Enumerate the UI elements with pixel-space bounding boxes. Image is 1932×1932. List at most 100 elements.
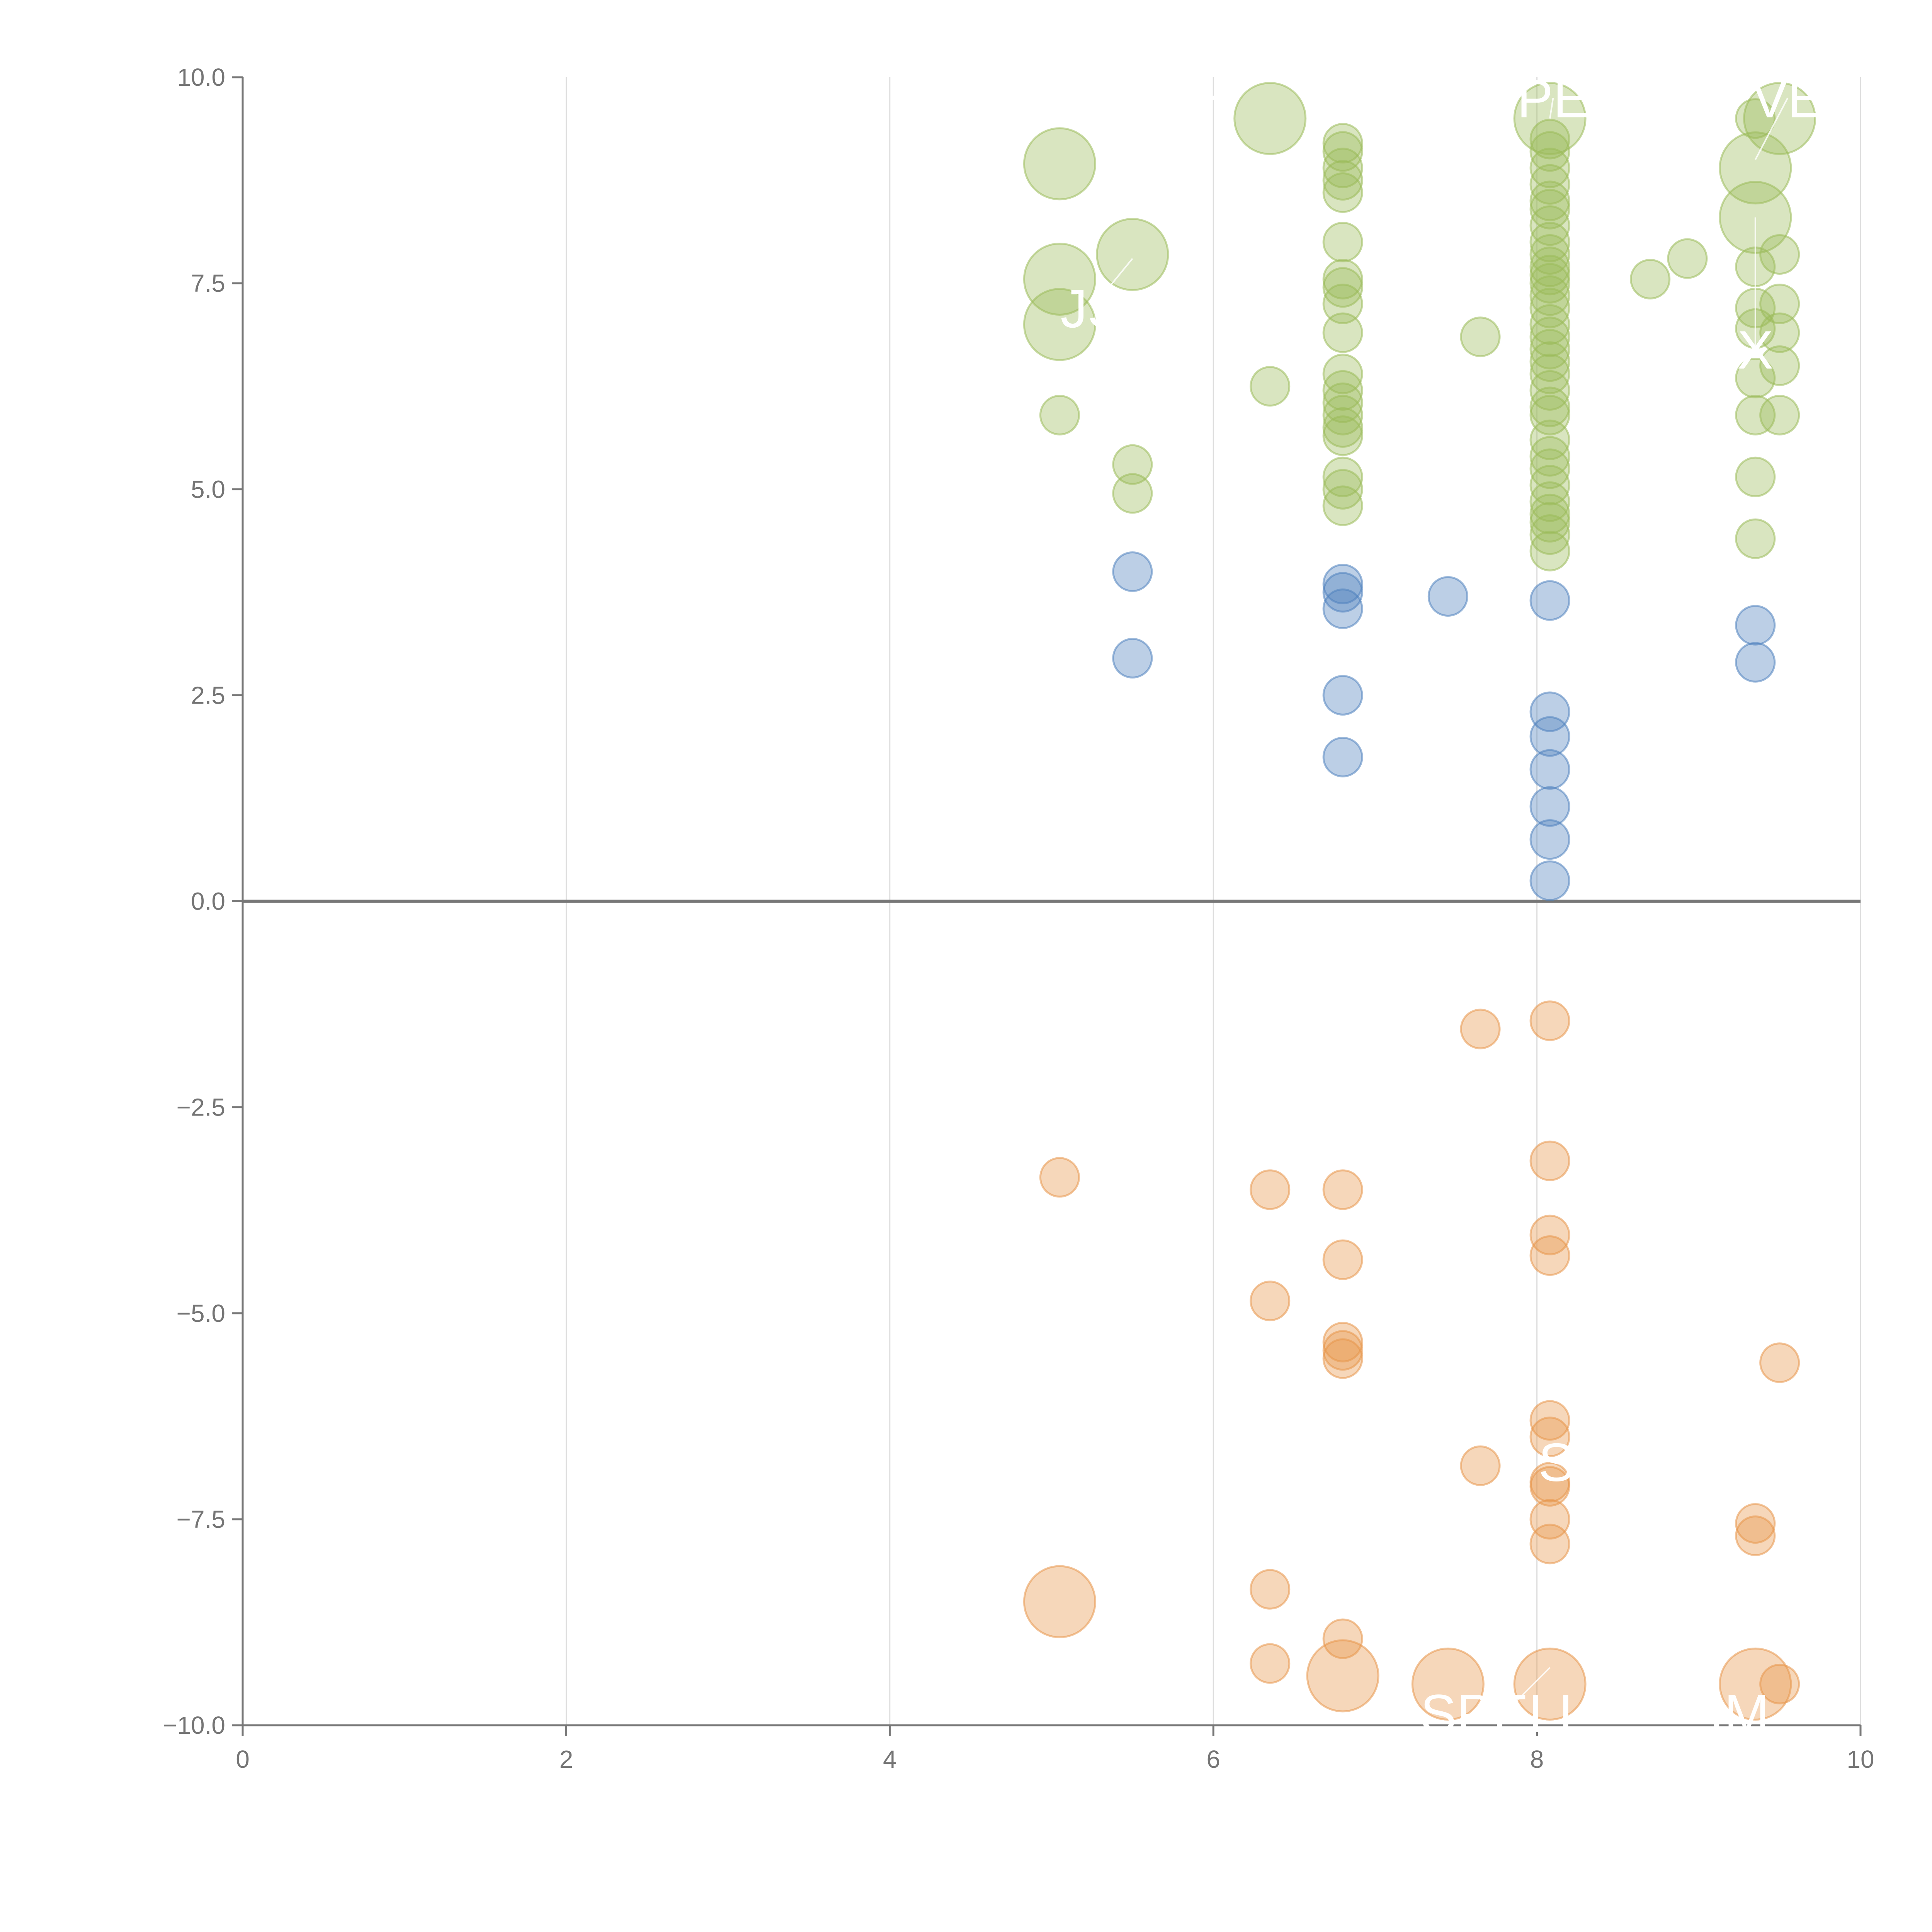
data-point: [1735, 1503, 1776, 1544]
data-point: [1427, 576, 1468, 617]
data-point: [1322, 572, 1363, 613]
data-point: [1529, 419, 1570, 460]
data-point: [1322, 407, 1363, 448]
data-point: [1529, 205, 1570, 246]
data-point: [1529, 316, 1570, 357]
data-point: [1250, 366, 1291, 407]
data-point: [1023, 127, 1096, 201]
data-point: [1759, 234, 1800, 275]
data-point: [1529, 164, 1570, 205]
data-point: [1023, 288, 1096, 361]
data-point: [1529, 341, 1570, 382]
data-point: [1322, 354, 1363, 395]
data-point: [1112, 638, 1153, 679]
data-point: [1529, 119, 1570, 160]
data-point: [1529, 1499, 1570, 1540]
data-point: [1112, 444, 1153, 485]
data-point: [1322, 1338, 1363, 1379]
data-point: [1250, 1281, 1291, 1321]
data-point: [1735, 1515, 1776, 1556]
data-point: [1667, 238, 1708, 279]
data-point: [1112, 551, 1153, 592]
data-point: [1322, 172, 1363, 213]
data-point: [1529, 1214, 1570, 1255]
data-point: [1250, 1169, 1291, 1210]
data-point: [1322, 267, 1363, 308]
data-point: [1529, 386, 1570, 427]
data-point: [1322, 160, 1363, 201]
x-tick-label: 10: [1847, 1745, 1874, 1773]
data-point: [1023, 242, 1096, 316]
data-point: [1529, 131, 1570, 172]
data-point: [1735, 518, 1776, 559]
data-point: [1039, 1157, 1080, 1198]
data-point: [1759, 283, 1800, 324]
data-point: [1529, 148, 1570, 189]
data-point: [1529, 287, 1570, 328]
data-point: [1233, 82, 1307, 155]
data-point: [1322, 131, 1363, 172]
point-label: VE: [1752, 68, 1824, 129]
data-point: [1529, 1000, 1570, 1041]
data-point: [1322, 736, 1363, 777]
point-label: SPELL: [1420, 1683, 1589, 1744]
data-point: [1322, 415, 1363, 456]
data-point: [1529, 234, 1570, 275]
data-point: [1529, 263, 1570, 304]
point-label: H: [1194, 68, 1233, 129]
data-points: [1023, 82, 1816, 1721]
data-point: [1250, 1569, 1291, 1610]
y-tick-label: 7.5: [191, 269, 225, 297]
data-point: [1322, 382, 1363, 423]
data-point: [1529, 580, 1570, 621]
data-point: [1529, 436, 1570, 477]
data-point: [1322, 148, 1363, 189]
data-point: [1529, 1400, 1570, 1441]
data-point: [1529, 275, 1570, 316]
data-point: [1529, 1235, 1570, 1276]
data-point: [1322, 1618, 1363, 1659]
axes: 0 2 4 6 8 10 10.0 7.5 5.0 2.5 0.0 −2.5 −5.0 −7.5 −10.0: [163, 63, 1874, 1773]
data-point: [1759, 1663, 1800, 1704]
data-point: [1112, 473, 1153, 514]
annotation-leader: [1091, 258, 1133, 309]
point-labels: H JS PE VE X S SPELL IM: [1060, 68, 1823, 1744]
y-tick-label: 0.0: [191, 888, 225, 915]
data-point: [1322, 222, 1363, 262]
data-point: [1322, 469, 1363, 510]
data-point: [1630, 259, 1671, 299]
annotation-leader: [1549, 98, 1554, 119]
y-tick-label: −7.5: [177, 1505, 225, 1533]
point-label: PE: [1517, 68, 1589, 129]
data-point: [1529, 502, 1570, 543]
point-label: X: [1737, 320, 1773, 380]
y-tick-label: 10.0: [177, 63, 225, 91]
data-point: [1322, 1169, 1363, 1210]
data-point: [1759, 312, 1800, 353]
data-point: [1529, 1417, 1570, 1458]
data-point: [1096, 218, 1169, 291]
data-point: [1735, 357, 1776, 398]
x-tick-label: 6: [1206, 1745, 1220, 1773]
data-point: [1460, 1009, 1501, 1049]
data-point: [1250, 1643, 1291, 1684]
data-point: [1529, 354, 1570, 395]
data-point: [1529, 786, 1570, 827]
data-point: [1322, 485, 1363, 526]
data-point: [1529, 246, 1570, 287]
data-point: [1529, 465, 1570, 506]
data-point: [1529, 189, 1570, 230]
data-point: [1759, 345, 1800, 386]
data-point: [1743, 82, 1816, 155]
data-point: [1529, 180, 1570, 221]
data-point: [1529, 395, 1570, 435]
x-tick-label: 0: [236, 1745, 250, 1773]
x-tick-label: 2: [560, 1745, 573, 1773]
data-point: [1322, 283, 1363, 324]
annotation-leader: [1755, 97, 1789, 160]
data-point: [1322, 370, 1363, 411]
data-point: [1529, 448, 1570, 489]
data-point: [1322, 675, 1363, 716]
y-tick-label: −10.0: [163, 1711, 225, 1739]
point-label: S: [1538, 1432, 1574, 1493]
